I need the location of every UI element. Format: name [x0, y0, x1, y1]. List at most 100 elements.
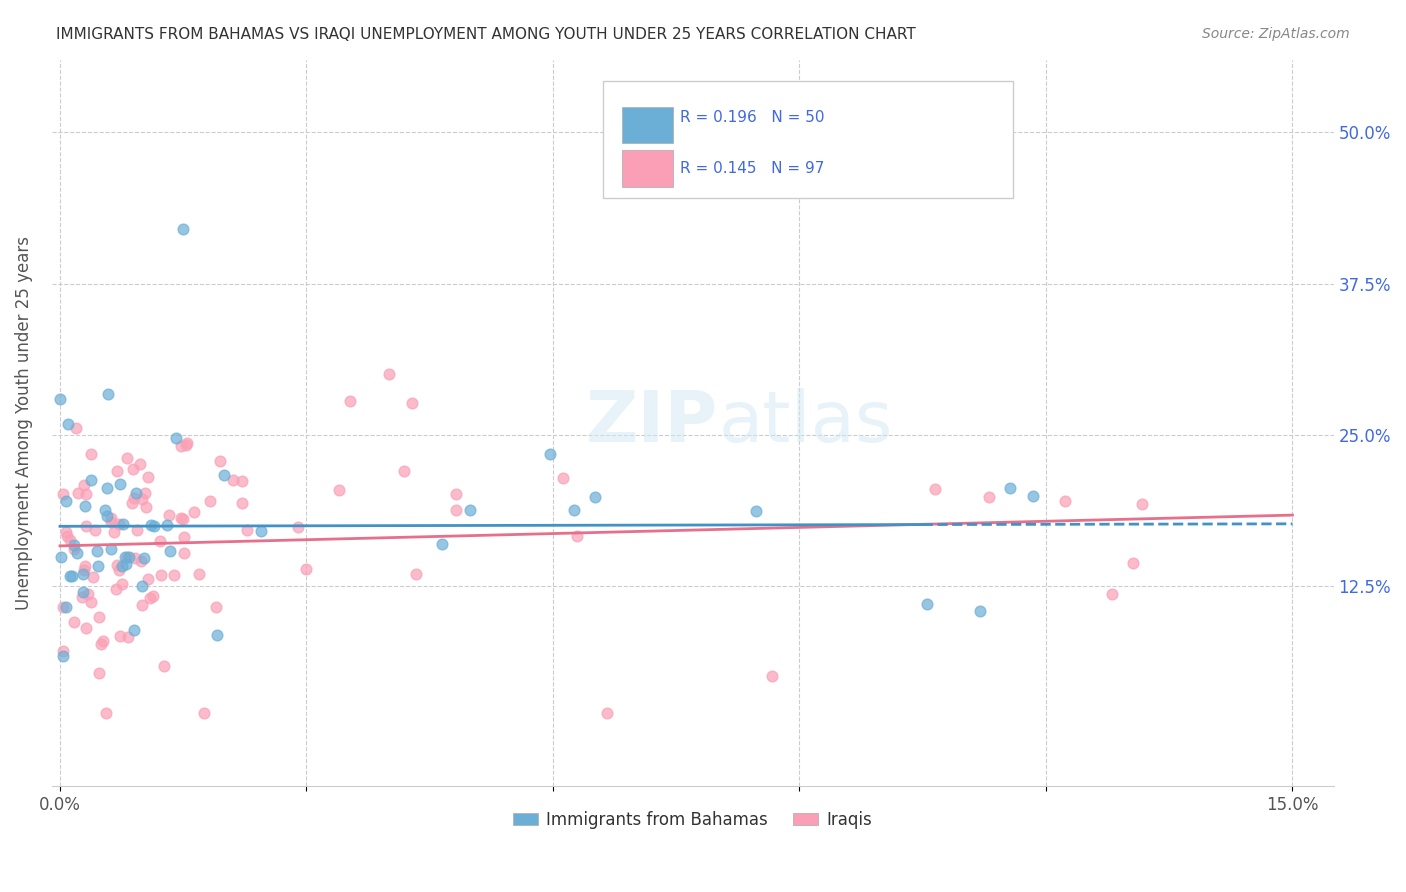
Immigrants from Bahamas	[212, 468, 235, 483]
Iraqis	[59, 533, 82, 547]
Legend: Immigrants from Bahamas, Iraqis: Immigrants from Bahamas, Iraqis	[506, 805, 879, 836]
Iraqis	[122, 491, 145, 506]
Text: IMMIGRANTS FROM BAHAMAS VS IRAQI UNEMPLOYMENT AMONG YOUTH UNDER 25 YEARS CORRELA: IMMIGRANTS FROM BAHAMAS VS IRAQI UNEMPLO…	[56, 27, 915, 42]
Iraqis	[117, 630, 139, 644]
Iraqis	[339, 393, 361, 408]
Iraqis	[128, 457, 150, 471]
Immigrants from Bahamas	[915, 597, 938, 611]
Immigrants from Bahamas	[125, 485, 148, 500]
Immigrants from Bahamas	[562, 503, 585, 517]
Text: ZIP: ZIP	[586, 388, 718, 458]
Immigrants from Bahamas	[458, 503, 481, 517]
Immigrants from Bahamas	[207, 628, 229, 642]
Iraqis	[87, 665, 110, 680]
Immigrants from Bahamas	[538, 447, 561, 461]
Immigrants from Bahamas	[75, 499, 97, 513]
Iraqis	[150, 568, 173, 582]
Iraqis	[193, 706, 215, 721]
Immigrants from Bahamas	[79, 474, 101, 488]
Iraqis	[1122, 556, 1144, 570]
Iraqis	[94, 706, 117, 721]
Immigrants from Bahamas	[51, 549, 73, 564]
Immigrants from Bahamas	[114, 550, 136, 565]
Iraqis	[131, 598, 153, 612]
Iraqis	[56, 529, 79, 543]
Iraqis	[52, 486, 75, 500]
Iraqis	[392, 464, 415, 478]
FancyBboxPatch shape	[621, 107, 673, 143]
Iraqis	[236, 523, 259, 537]
Immigrants from Bahamas	[172, 222, 194, 236]
Immigrants from Bahamas	[56, 417, 79, 431]
Iraqis	[170, 511, 193, 525]
Iraqis	[104, 582, 127, 597]
Iraqis	[444, 503, 467, 517]
Iraqis	[103, 524, 125, 539]
Iraqis	[63, 542, 86, 557]
Iraqis	[121, 462, 143, 476]
Iraqis	[134, 486, 156, 500]
Iraqis	[173, 546, 195, 560]
Iraqis	[115, 550, 138, 565]
Iraqis	[157, 508, 180, 522]
Y-axis label: Unemployment Among Youth under 25 years: Unemployment Among Youth under 25 years	[15, 235, 32, 610]
Text: R = 0.145   N = 97: R = 0.145 N = 97	[681, 161, 824, 176]
Iraqis	[72, 590, 94, 604]
Iraqis	[124, 550, 146, 565]
Iraqis	[55, 524, 77, 539]
Iraqis	[80, 595, 103, 609]
Iraqis	[107, 563, 129, 577]
Iraqis	[761, 669, 783, 683]
Iraqis	[115, 451, 138, 466]
Immigrants from Bahamas	[59, 568, 82, 582]
Immigrants from Bahamas	[745, 503, 768, 517]
Immigrants from Bahamas	[55, 599, 77, 614]
Immigrants from Bahamas	[94, 502, 117, 516]
Iraqis	[105, 464, 128, 478]
Immigrants from Bahamas	[96, 508, 118, 523]
FancyBboxPatch shape	[621, 151, 673, 186]
Immigrants from Bahamas	[156, 517, 179, 532]
Iraqis	[125, 523, 148, 537]
Immigrants from Bahamas	[139, 517, 162, 532]
Iraqis	[73, 478, 96, 492]
Immigrants from Bahamas	[72, 567, 94, 582]
Immigrants from Bahamas	[110, 476, 132, 491]
Iraqis	[222, 474, 245, 488]
Iraqis	[52, 599, 75, 614]
Iraqis	[129, 554, 152, 568]
Iraqis	[79, 447, 101, 461]
FancyBboxPatch shape	[603, 81, 1014, 197]
Immigrants from Bahamas	[118, 549, 141, 564]
Iraqis	[1101, 586, 1123, 600]
Iraqis	[188, 566, 211, 581]
Iraqis	[200, 494, 222, 508]
Text: atlas: atlas	[718, 388, 893, 458]
Iraqis	[131, 491, 153, 506]
Immigrants from Bahamas	[87, 558, 110, 573]
Iraqis	[110, 577, 132, 591]
Iraqis	[66, 485, 89, 500]
Immigrants from Bahamas	[49, 392, 72, 406]
Iraqis	[444, 487, 467, 501]
Iraqis	[135, 500, 157, 514]
Iraqis	[287, 520, 309, 534]
Iraqis	[174, 438, 197, 452]
Iraqis	[142, 589, 165, 603]
Immigrants from Bahamas	[250, 524, 273, 539]
Iraqis	[75, 518, 97, 533]
Iraqis	[149, 533, 172, 548]
Iraqis	[75, 487, 97, 501]
Iraqis	[90, 637, 112, 651]
Iraqis	[75, 621, 97, 635]
Immigrants from Bahamas	[165, 431, 187, 445]
Immigrants from Bahamas	[583, 490, 606, 504]
Immigrants from Bahamas	[115, 558, 138, 572]
Iraqis	[565, 529, 588, 543]
Immigrants from Bahamas	[132, 550, 155, 565]
Immigrants from Bahamas	[969, 604, 991, 618]
Iraqis	[231, 474, 253, 488]
Iraqis	[1130, 496, 1153, 510]
Immigrants from Bahamas	[96, 481, 118, 495]
Immigrants from Bahamas	[131, 579, 153, 593]
